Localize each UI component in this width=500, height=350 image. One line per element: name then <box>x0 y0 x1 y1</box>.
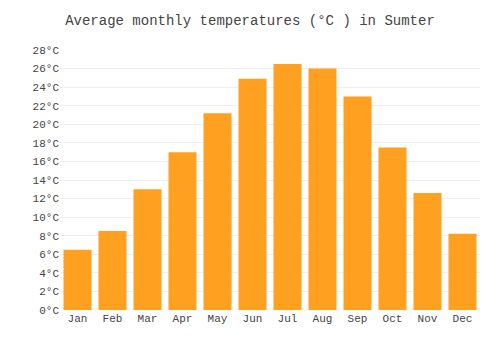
svg-text:2°C: 2°C <box>39 286 59 298</box>
svg-text:16°C: 16°C <box>33 156 60 168</box>
svg-text:Jun: Jun <box>243 313 263 325</box>
svg-text:0°C: 0°C <box>39 305 59 317</box>
svg-text:18°C: 18°C <box>33 138 60 150</box>
svg-text:12°C: 12°C <box>33 193 60 205</box>
svg-text:Average monthly temperatures (: Average monthly temperatures (°C ) in Su… <box>65 13 435 29</box>
svg-text:Sep: Sep <box>348 313 368 325</box>
svg-text:Aug: Aug <box>313 313 333 325</box>
svg-text:20°C: 20°C <box>33 119 60 131</box>
svg-text:Nov: Nov <box>418 313 438 325</box>
svg-text:Jul: Jul <box>278 313 298 325</box>
svg-text:Oct: Oct <box>383 313 403 325</box>
svg-text:26°C: 26°C <box>33 63 60 75</box>
svg-text:Feb: Feb <box>103 313 123 325</box>
svg-text:28°C: 28°C <box>33 45 60 57</box>
svg-text:May: May <box>208 313 228 325</box>
svg-text:22°C: 22°C <box>33 101 60 113</box>
svg-text:Dec: Dec <box>453 313 473 325</box>
svg-text:14°C: 14°C <box>33 175 60 187</box>
svg-text:24°C: 24°C <box>33 82 60 94</box>
svg-text:Mar: Mar <box>138 313 158 325</box>
svg-text:Apr: Apr <box>173 313 193 325</box>
svg-text:10°C: 10°C <box>33 212 60 224</box>
svg-text:4°C: 4°C <box>39 268 59 280</box>
svg-text:Jan: Jan <box>68 313 88 325</box>
svg-text:6°C: 6°C <box>39 249 59 261</box>
svg-text:8°C: 8°C <box>39 231 59 243</box>
